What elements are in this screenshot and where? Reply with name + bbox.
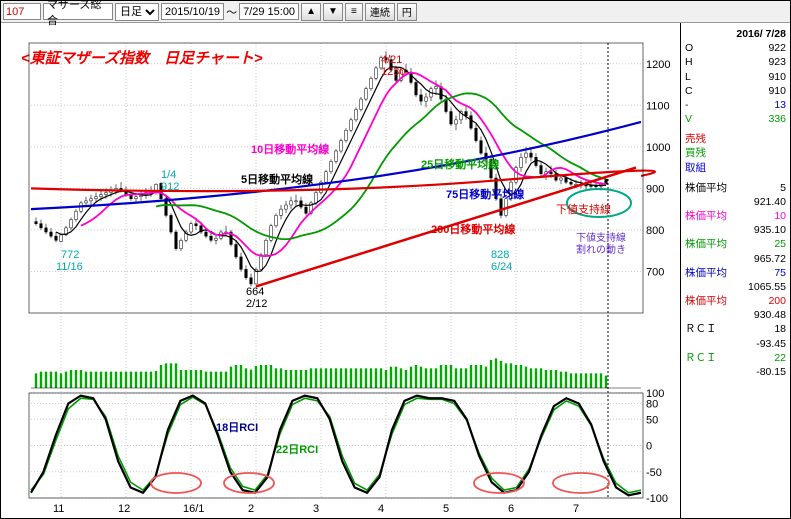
- svg-text:0: 0: [646, 441, 652, 453]
- svg-text:7: 7: [573, 503, 579, 515]
- svg-text:1200: 1200: [646, 59, 670, 71]
- svg-text:6: 6: [508, 503, 514, 515]
- menu-button[interactable]: ≡: [345, 3, 363, 21]
- svg-text:下値支持線: 下値支持線: [556, 202, 611, 216]
- symbol-name: マザーズ総合: [43, 3, 113, 20]
- svg-text:2/12: 2/12: [246, 298, 267, 310]
- svg-text:4: 4: [378, 503, 384, 515]
- svg-text:664: 664: [246, 286, 264, 298]
- svg-text:18日RCI: 18日RCI: [216, 421, 258, 434]
- app-window: マザーズ総合 日足 2015/10/19 ～ 7/29 15:00 ▲ ▼ ≡ …: [0, 0, 791, 519]
- svg-text:6/24: 6/24: [491, 261, 512, 273]
- date-from: 2015/10/19: [161, 3, 224, 20]
- code-input[interactable]: [3, 3, 41, 20]
- svg-text:1000: 1000: [646, 142, 670, 154]
- svg-text:5: 5: [443, 503, 449, 515]
- svg-text:900: 900: [646, 183, 664, 195]
- info-panel: 2016/ 7/28 O922H923L910C910-13V336 売残買残取…: [681, 23, 790, 519]
- svg-text:828: 828: [491, 249, 509, 261]
- svg-text:700: 700: [646, 266, 664, 278]
- svg-text:16/1: 16/1: [183, 503, 204, 515]
- svg-text:75日移動平均線: 75日移動平均線: [446, 187, 524, 201]
- chart-area[interactable]: 700800900100011001200111216/1234567<東証マザ…: [1, 23, 681, 519]
- svg-text:1/4: 1/4: [161, 169, 176, 181]
- down-button[interactable]: ▼: [323, 3, 343, 21]
- svg-text:800: 800: [646, 225, 664, 237]
- svg-text:100: 100: [646, 388, 664, 400]
- svg-text:912: 912: [161, 181, 179, 193]
- svg-text:3: 3: [313, 503, 319, 515]
- info-date: 2016/ 7/28: [685, 27, 786, 41]
- svg-text:下値支持線: 下値支持線: [576, 231, 626, 244]
- svg-text:1100: 1100: [646, 100, 670, 112]
- svg-text:12: 12: [118, 503, 130, 515]
- toolbar: マザーズ総合 日足 2015/10/19 ～ 7/29 15:00 ▲ ▼ ≡ …: [1, 1, 790, 23]
- svg-text:50: 50: [646, 414, 658, 426]
- svg-text:11: 11: [53, 503, 64, 515]
- svg-text:<東証マザーズ指数 日足チャート>: <東証マザーズ指数 日足チャート>: [21, 49, 263, 67]
- date-to: 7/29 15:00: [239, 3, 299, 20]
- date-sep: ～: [226, 4, 237, 20]
- svg-text:772: 772: [61, 249, 79, 261]
- svg-text:10日移動平均線: 10日移動平均線: [251, 142, 329, 156]
- svg-text:25日移動平均線: 25日移動平均線: [421, 157, 499, 171]
- svg-text:2: 2: [248, 503, 254, 515]
- svg-text:200日移動平均線: 200日移動平均線: [431, 222, 515, 236]
- svg-text:割れの動き: 割れの動き: [576, 243, 626, 256]
- svg-text:-50: -50: [646, 467, 662, 479]
- svg-text:22日RCI: 22日RCI: [276, 443, 318, 456]
- main-area: 700800900100011001200111216/1234567<東証マザ…: [1, 23, 790, 519]
- yen-button[interactable]: 円: [397, 3, 417, 21]
- period-select[interactable]: 日足: [115, 3, 159, 21]
- svg-text:4/21: 4/21: [381, 54, 402, 66]
- svg-text:11/16: 11/16: [56, 261, 83, 273]
- svg-text:-100: -100: [646, 493, 668, 505]
- continuous-button[interactable]: 連続: [365, 3, 395, 21]
- svg-text:5日移動平均線: 5日移動平均線: [241, 172, 313, 186]
- up-button[interactable]: ▲: [301, 3, 321, 21]
- svg-text:80: 80: [646, 399, 658, 411]
- svg-text:1230: 1230: [381, 66, 405, 78]
